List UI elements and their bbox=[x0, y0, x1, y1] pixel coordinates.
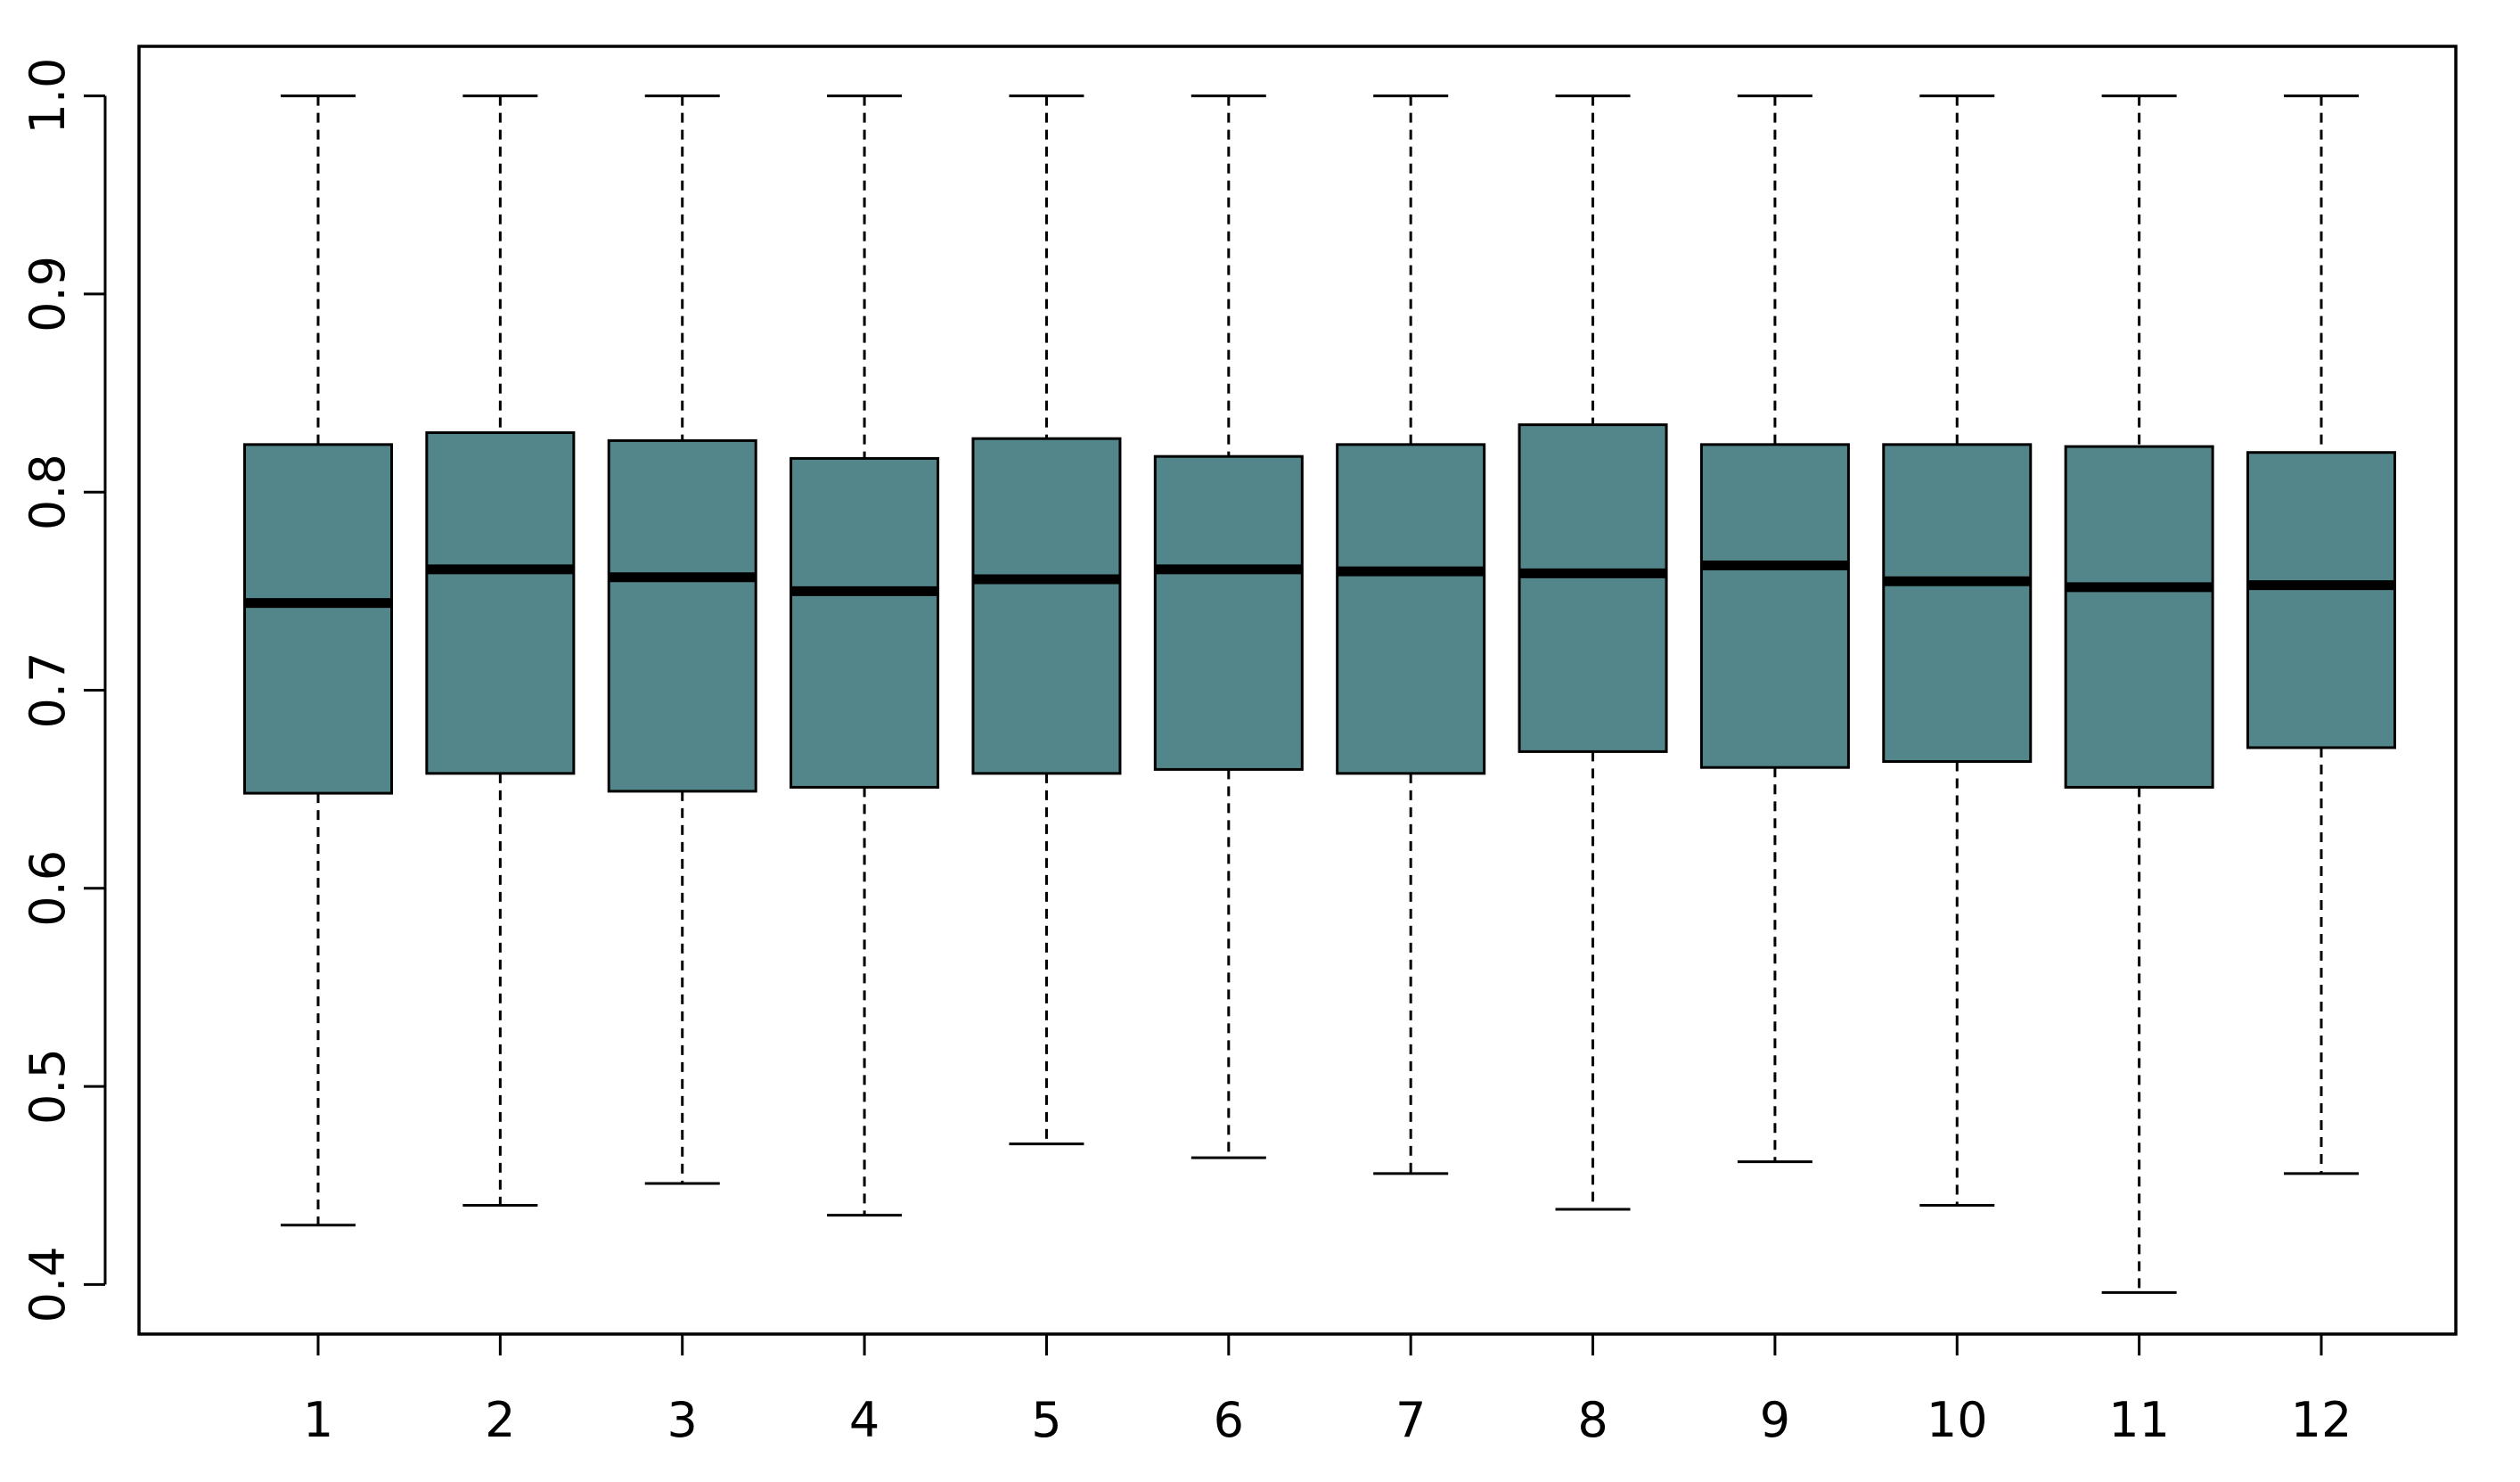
y-tick-label: 0.9 bbox=[20, 256, 76, 332]
x-tick-label: 3 bbox=[667, 1392, 698, 1448]
x-tick-label: 7 bbox=[1395, 1392, 1426, 1448]
x-axis: 1 2 3 4 5 6 7 8 9 10 11 12 bbox=[303, 1332, 2352, 1448]
x-tick-label: 1 bbox=[303, 1392, 333, 1448]
iqr-box bbox=[1336, 443, 1486, 775]
x-tick-label: 9 bbox=[1760, 1392, 1790, 1448]
x-tick-label: 5 bbox=[1031, 1392, 1061, 1448]
y-tick-label: 0.7 bbox=[20, 652, 76, 729]
y-tick-label: 1.0 bbox=[20, 58, 76, 135]
box-8 bbox=[1518, 94, 1668, 1211]
box-1 bbox=[243, 94, 393, 1227]
box-11 bbox=[2064, 94, 2214, 1294]
iqr-box bbox=[425, 431, 576, 775]
iqr-box bbox=[1882, 443, 2033, 764]
iqr-box bbox=[2246, 451, 2396, 749]
box-10 bbox=[1882, 94, 2033, 1207]
x-tick-label: 10 bbox=[1927, 1392, 1988, 1448]
iqr-box bbox=[971, 437, 1122, 775]
box-2 bbox=[425, 94, 576, 1207]
box-12 bbox=[2246, 94, 2396, 1175]
x-tick-label: 11 bbox=[2108, 1392, 2170, 1448]
x-tick-label: 6 bbox=[1214, 1392, 1244, 1448]
box-5 bbox=[971, 94, 1122, 1146]
iqr-box bbox=[1699, 443, 1850, 769]
x-tick-label: 4 bbox=[849, 1392, 880, 1448]
iqr-box bbox=[607, 438, 757, 793]
x-tick-label: 12 bbox=[2291, 1392, 2352, 1448]
box-9 bbox=[1699, 94, 1850, 1164]
y-tick-label: 0.8 bbox=[20, 454, 76, 530]
x-tick-label: 8 bbox=[1577, 1392, 1608, 1448]
x-tick-label: 2 bbox=[485, 1392, 515, 1448]
box-6 bbox=[1153, 94, 1304, 1159]
y-axis: 0.4 0.5 0.6 0.7 0.8 0.9 1.0 bbox=[20, 58, 107, 1322]
box-7 bbox=[1336, 94, 1486, 1175]
iqr-box bbox=[2064, 445, 2214, 789]
box-3 bbox=[607, 94, 757, 1185]
iqr-box bbox=[1153, 454, 1304, 771]
iqr-box bbox=[1518, 423, 1668, 753]
box-4 bbox=[790, 94, 940, 1217]
y-tick-label: 0.4 bbox=[20, 1246, 76, 1322]
y-tick-label: 0.6 bbox=[20, 850, 76, 927]
iqr-box bbox=[790, 456, 940, 789]
iqr-box bbox=[243, 443, 393, 795]
box-series bbox=[243, 94, 2396, 1294]
y-tick-label: 0.5 bbox=[20, 1048, 76, 1125]
